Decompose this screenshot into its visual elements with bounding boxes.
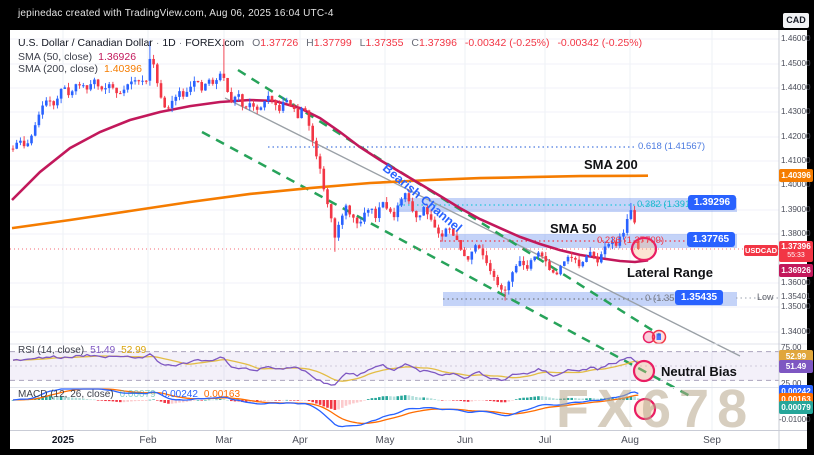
price-circle[interactable] — [630, 236, 658, 262]
sma200-line — [11, 174, 649, 230]
rsi-circle[interactable] — [632, 359, 656, 383]
titlebar-text: jepinedac created with TradingView.com, … — [18, 8, 334, 19]
macd-signal-value: 0.00163 — [203, 389, 241, 400]
time-axis-label[interactable]: 2025 — [51, 435, 75, 446]
rsi-plot — [12, 353, 639, 386]
sma200-axis-badge: 1.40396 — [779, 168, 813, 182]
change-value: -0.00342 (-0.25%) — [464, 37, 550, 49]
gray-trendline[interactable] — [224, 97, 741, 357]
macd-label: MACD (12, 26, close) — [18, 389, 114, 400]
sma200-legend-row[interactable]: SMA (200, close) 1.40396 — [18, 63, 142, 75]
macd-plot — [11, 388, 640, 428]
fib-236-label: 0.236 (1.37709) — [597, 235, 665, 246]
macd-value: 0.00242 — [161, 389, 198, 400]
lateral-range-annotation[interactable]: Lateral Range — [627, 265, 713, 280]
high-value: H1.37799 — [306, 37, 352, 49]
sma50-legend-row[interactable]: SMA (50, close) 1.36926 — [18, 51, 136, 63]
macd-hist-axis-badge: 0.00079 — [779, 400, 813, 414]
exchange-label[interactable]: FOREX.com — [185, 37, 245, 49]
time-axis-label[interactable]: Jun — [456, 435, 474, 446]
rsi-ma-value: 52.99 — [121, 345, 147, 356]
macd-axis-label: -0.01000 — [779, 415, 811, 424]
sma200-label: SMA (200, close) — [18, 63, 98, 75]
time-axis-label[interactable]: Apr — [292, 435, 308, 446]
sma50-value: 1.36926 — [98, 51, 137, 63]
fib-382-label: 0.382 (1.39184) — [637, 199, 705, 210]
rsi-axis-label: 25.00 — [781, 379, 802, 388]
rsi-axis-label: 75.00 — [781, 343, 802, 352]
price-level-badge[interactable]: 1.39296 — [688, 195, 736, 210]
price-axis-label: 1.34000 — [781, 327, 811, 336]
rsi-legend-row[interactable]: RSI (14, close) 51.49 52.99 — [18, 345, 146, 356]
rsi-ma-axis-badge: 52.99 — [779, 349, 813, 363]
price-axis-label: 1.36000 — [781, 278, 811, 287]
time-axis-label[interactable]: Sep — [703, 435, 721, 446]
fx678-watermark: FX678 — [556, 379, 756, 439]
low-axis-label: 1.35401 — [781, 292, 811, 301]
macd-hist-value: 0.00079 — [119, 389, 156, 400]
price-axis-label: 1.44000 — [781, 83, 811, 92]
separator: · — [155, 37, 160, 49]
time-axis-label[interactable]: Feb — [139, 435, 157, 446]
sma50-axis-badge: 1.36926 — [779, 263, 813, 277]
time-axis-label[interactable]: May — [375, 435, 395, 446]
usdcad-price-badge: 1.37396 55:33 — [779, 240, 813, 262]
fib-0-label: 0 (1.35326) — [645, 293, 694, 304]
separator: · — [178, 37, 183, 49]
low-value: L1.37355 — [359, 37, 404, 49]
price-axis-label: 1.38000 — [781, 229, 811, 238]
candlesticks — [11, 39, 640, 301]
price-axis-label: 1.35000 — [781, 302, 811, 311]
drawing-tools-icon[interactable] — [642, 329, 667, 345]
symbol-legend-row[interactable]: U.S. Dollar / Canadian Dollar · 1D · FOREX.c… — [18, 37, 642, 49]
sma200-text-annotation[interactable]: SMA 200 — [584, 157, 638, 172]
price-axis-label: 1.41000 — [781, 156, 811, 165]
time-axis-label[interactable]: Aug — [621, 435, 639, 446]
rsi-label: RSI (14, close) — [18, 345, 85, 356]
macd-legend-row[interactable]: MACD (12, 26, close) 0.00079 0.00242 0.0016… — [18, 389, 240, 400]
change-ext-value: -0.00342 (-0.25%) — [557, 37, 643, 49]
price-axis-label: 1.45000 — [781, 59, 811, 68]
sma50-line — [11, 98, 649, 264]
fib-618-label: 0.618 (1.41567) — [638, 141, 706, 152]
sma50-label: SMA (50, close) — [18, 51, 93, 63]
low-price-label: Low — [757, 292, 774, 302]
channel-lower-line[interactable] — [201, 130, 691, 398]
price-axis-label: 1.43000 — [781, 107, 811, 116]
currency-label[interactable]: CAD — [783, 13, 809, 28]
rsi-value: 51.49 — [90, 345, 116, 356]
chart-panel-bg — [10, 30, 807, 449]
sma50-text-annotation[interactable]: SMA 50 — [550, 221, 597, 236]
gridlines — [10, 30, 779, 430]
usdcad-axis-tag: USDCAD — [744, 245, 778, 256]
price-axis-label: 1.42000 — [781, 132, 811, 141]
price-axis-label: 1.46000 — [781, 34, 811, 43]
neutral-bias-annotation[interactable]: Neutral Bias — [661, 364, 737, 379]
price-axis-label: 1.40000 — [781, 180, 811, 189]
price-level-badge[interactable]: 1.37765 — [687, 232, 735, 247]
time-axis-label[interactable]: Jul — [538, 435, 552, 446]
price-axis-label: 1.39000 — [781, 205, 811, 214]
close-value: C1.37396 — [411, 37, 457, 49]
price-level-badge[interactable]: 1.35435 — [675, 290, 723, 305]
time-axis-label[interactable]: Mar — [215, 435, 233, 446]
symbol-name[interactable]: U.S. Dollar / Canadian Dollar — [18, 37, 153, 49]
open-value: O1.37726 — [252, 37, 299, 49]
rsi-axis-badge: 51.49 — [779, 359, 813, 373]
sma200-value: 1.40396 — [103, 63, 142, 75]
interval-label[interactable]: 1D — [162, 37, 176, 49]
macd-circle[interactable] — [633, 397, 657, 421]
